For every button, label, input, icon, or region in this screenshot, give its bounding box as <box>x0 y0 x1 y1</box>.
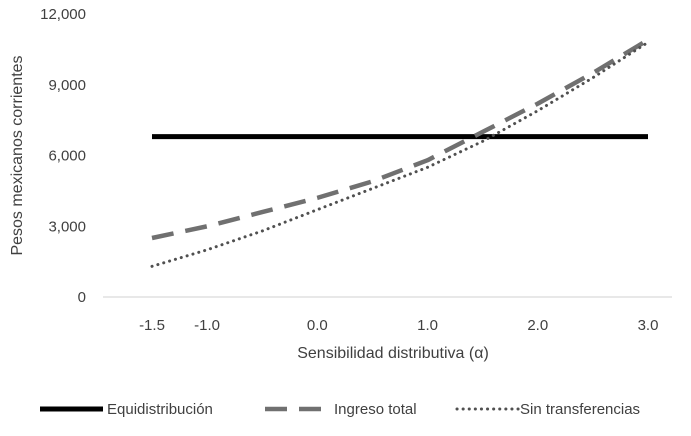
legend-item: Ingreso total <box>265 401 417 418</box>
y-tick-label: 0 <box>78 289 86 306</box>
series-layer <box>150 37 650 268</box>
x-tick-labels: -1.5 -1.0 0.0 1.0 2.0 3.0 <box>139 317 658 334</box>
legend-label: Sin transferencias <box>520 401 640 418</box>
legend-label: Ingreso total <box>334 401 417 418</box>
x-axis-title: Sensibilidad distributiva (α) <box>297 345 489 362</box>
x-tick-label: -1.0 <box>194 317 220 334</box>
x-tick-label: 1.0 <box>417 317 438 334</box>
y-tick-labels: 0 3,000 6,000 9,000 12,000 <box>40 6 86 306</box>
x-tick-label: 2.0 <box>527 317 548 334</box>
y-tick-label: 9,000 <box>48 77 86 94</box>
legend: Equidistribución Ingreso total Sin transfe… <box>40 401 640 418</box>
y-tick-label: 6,000 <box>48 148 86 165</box>
y-axis-title: Pesos mexicanos corrientes <box>9 55 26 255</box>
x-tick-label: 0.0 <box>307 317 328 334</box>
legend-item: Equidistribución <box>40 401 213 418</box>
series-line-2 <box>151 37 650 241</box>
y-tick-label: 12,000 <box>40 6 86 23</box>
legend-label: Equidistribución <box>107 401 213 418</box>
legend-item: Sin transferencias <box>455 401 640 418</box>
x-tick-label: -1.5 <box>139 317 165 334</box>
y-tick-label: 3,000 <box>48 218 86 235</box>
x-tick-label: 3.0 <box>638 317 659 334</box>
series-line-3 <box>150 40 650 268</box>
